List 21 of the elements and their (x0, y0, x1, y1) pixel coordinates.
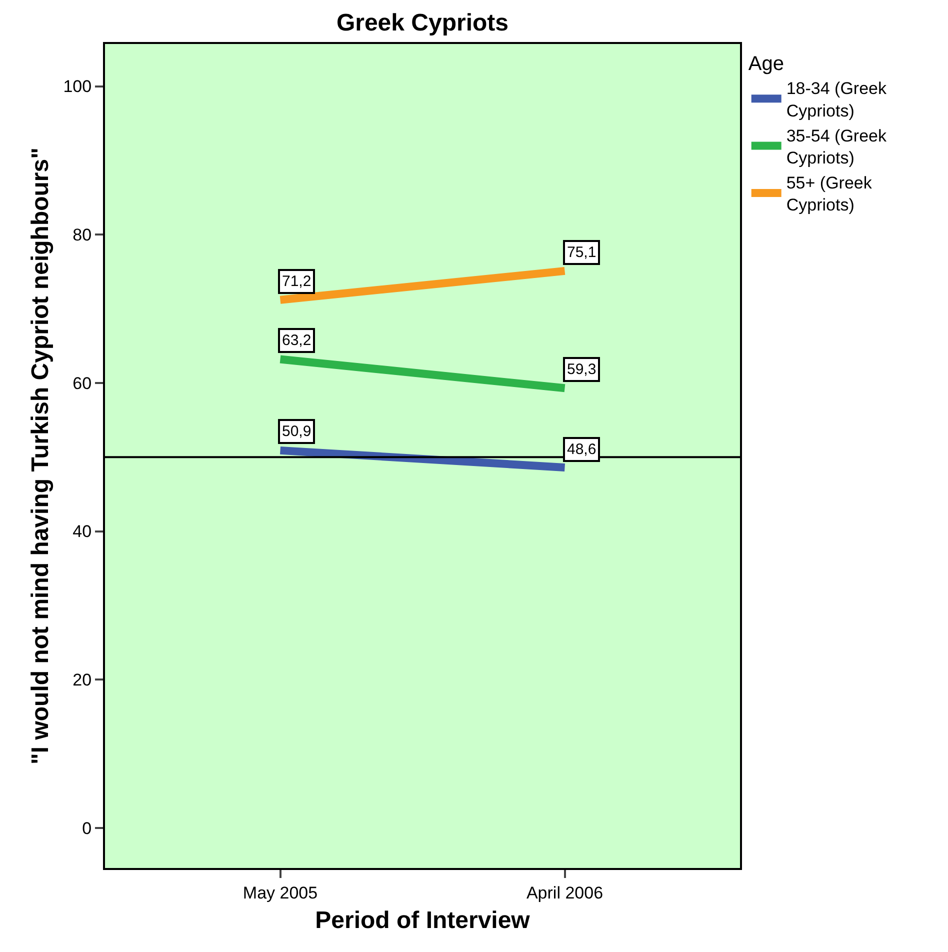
data-label: 71,2 (282, 273, 312, 290)
y-tick-label: 40 (72, 522, 92, 542)
y-axis-title: "I would not mind having Turkish Cypriot neighbours" (26, 148, 54, 764)
y-tick-label: 60 (72, 374, 92, 393)
y-tick-label: 0 (82, 818, 92, 838)
legend-label: 35-54 (Greek Cypriots) (786, 126, 888, 168)
legend-title: Age (748, 53, 784, 75)
y-tick-label: 80 (72, 226, 92, 245)
chart-title: Greek Cypriots (336, 9, 509, 36)
x-axis-title: Period of Interview (315, 907, 530, 934)
legend-label: 55+ (Greek Cypriots) (786, 174, 872, 215)
y-tick-label: 100 (63, 77, 92, 96)
data-label: 75,1 (567, 244, 596, 261)
data-label: 59,3 (567, 361, 596, 378)
data-label: 48,6 (567, 441, 596, 458)
data-label: 63,2 (282, 332, 312, 349)
x-tick-label: April 2006 (526, 883, 604, 902)
y-tick-label: 20 (72, 670, 92, 690)
legend-label: 18-34 (Greek Cypriots) (786, 79, 888, 120)
x-tick-label: May 2005 (242, 883, 318, 902)
data-label: 50,9 (282, 423, 312, 440)
